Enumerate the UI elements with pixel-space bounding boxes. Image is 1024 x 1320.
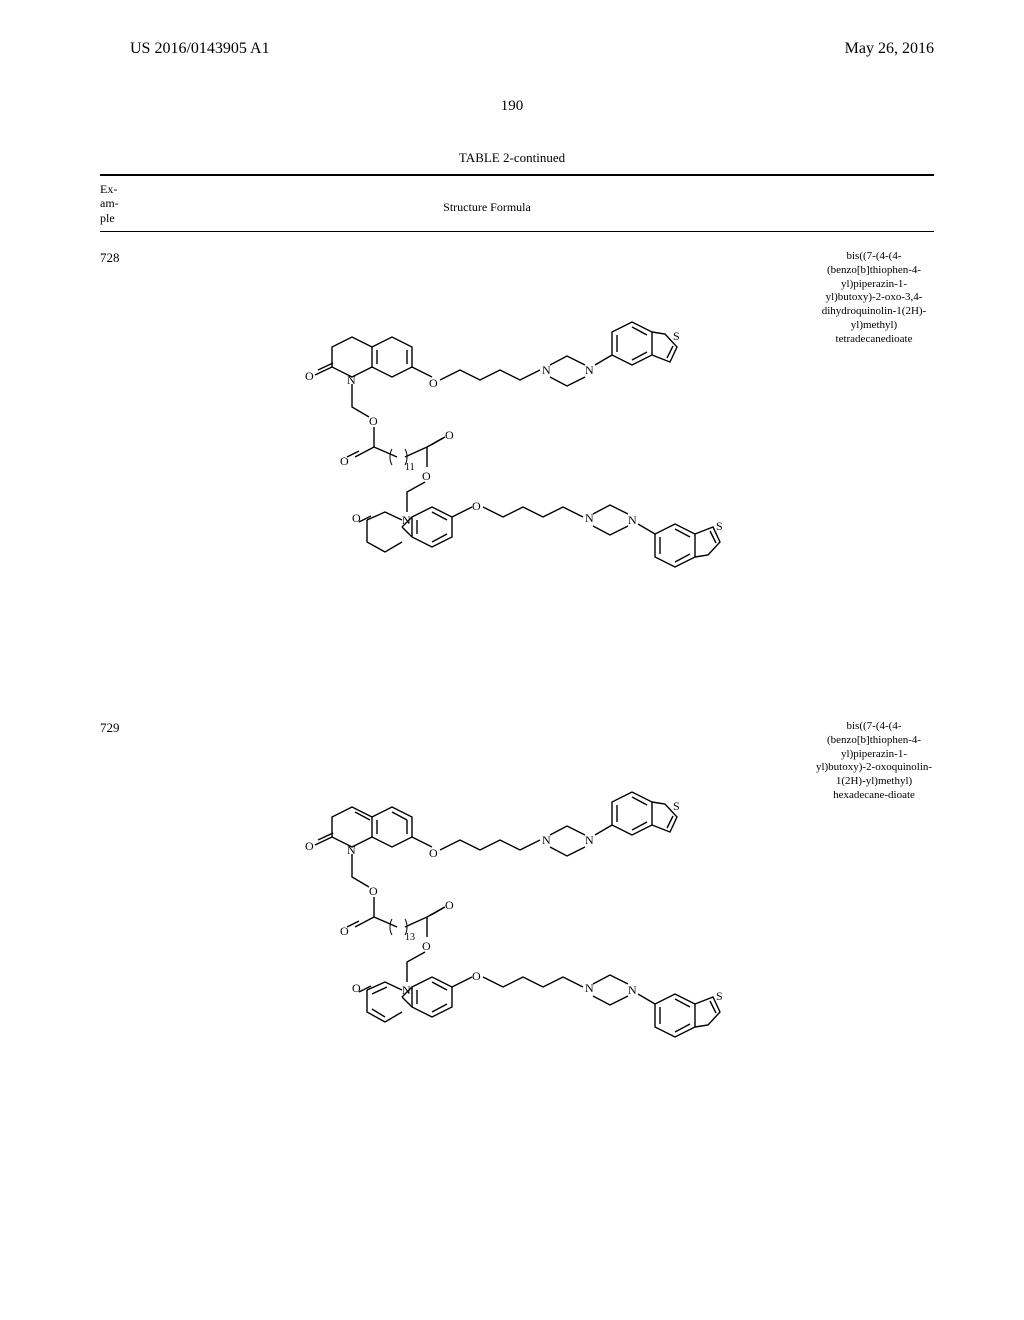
- compound-name: bis((7-(4-(4-(benzo[b]thiophen-4-yl)pipe…: [814, 242, 934, 692]
- chain-label-729: 13: [405, 932, 415, 943]
- col-ex-2: am-: [100, 196, 160, 210]
- svg-text:N: N: [585, 981, 594, 995]
- svg-text:O: O: [352, 981, 361, 995]
- svg-text:O: O: [472, 499, 481, 513]
- example-number: 728: [100, 242, 160, 692]
- svg-text:S: S: [673, 329, 680, 343]
- table-header-row: Ex- am- ple Structure Formula: [100, 174, 934, 232]
- patent-number: US 2016/0143905 A1: [130, 40, 270, 58]
- column-header-name-spacer: [814, 182, 934, 225]
- svg-text:N: N: [542, 363, 551, 377]
- table-row: 728 O N: [100, 232, 934, 702]
- svg-text:O: O: [422, 939, 431, 953]
- page-header: US 2016/0143905 A1 May 26, 2016: [0, 0, 1024, 58]
- svg-text:O: O: [340, 924, 349, 938]
- col-ex-1: Ex-: [100, 182, 160, 196]
- column-header-structure: Structure Formula: [160, 182, 814, 225]
- svg-text:S: S: [673, 799, 680, 813]
- svg-text:S: S: [716, 989, 723, 1003]
- svg-text:S: S: [716, 519, 723, 533]
- svg-text:N: N: [542, 833, 551, 847]
- svg-text:O: O: [369, 414, 378, 428]
- svg-text:N: N: [628, 983, 637, 997]
- svg-text:O: O: [445, 898, 454, 912]
- svg-text:O: O: [305, 839, 314, 853]
- table-title: TABLE 2-continued: [0, 150, 1024, 166]
- svg-text:O: O: [369, 884, 378, 898]
- publication-date: May 26, 2016: [845, 40, 934, 58]
- svg-text:O: O: [429, 846, 438, 860]
- table-row: 729 O N: [100, 702, 934, 1172]
- svg-text:O: O: [305, 369, 314, 383]
- svg-text:O: O: [429, 376, 438, 390]
- column-header-example: Ex- am- ple: [100, 182, 160, 225]
- chain-label-728: 11: [405, 462, 415, 473]
- structure-cell: O N O N N S: [160, 712, 814, 1162]
- svg-text:O: O: [472, 969, 481, 983]
- svg-text:N: N: [585, 363, 594, 377]
- chemical-structure-729: O N O N N S: [207, 722, 767, 1152]
- svg-text:O: O: [422, 469, 431, 483]
- svg-text:N: N: [628, 513, 637, 527]
- page-number: 190: [0, 98, 1024, 115]
- svg-text:O: O: [340, 454, 349, 468]
- table-container: Ex- am- ple Structure Formula 728: [100, 174, 934, 1172]
- chemical-structure-728: O N O N N: [207, 252, 767, 682]
- svg-text:N: N: [585, 833, 594, 847]
- compound-name: bis((7-(4-(4-(benzo[b]thiophen-4-yl)pipe…: [814, 712, 934, 1162]
- svg-text:N: N: [585, 511, 594, 525]
- svg-text:O: O: [445, 428, 454, 442]
- col-ex-3: ple: [100, 211, 160, 225]
- example-number: 729: [100, 712, 160, 1162]
- structure-cell: O N O N N: [160, 242, 814, 692]
- svg-text:O: O: [352, 511, 361, 525]
